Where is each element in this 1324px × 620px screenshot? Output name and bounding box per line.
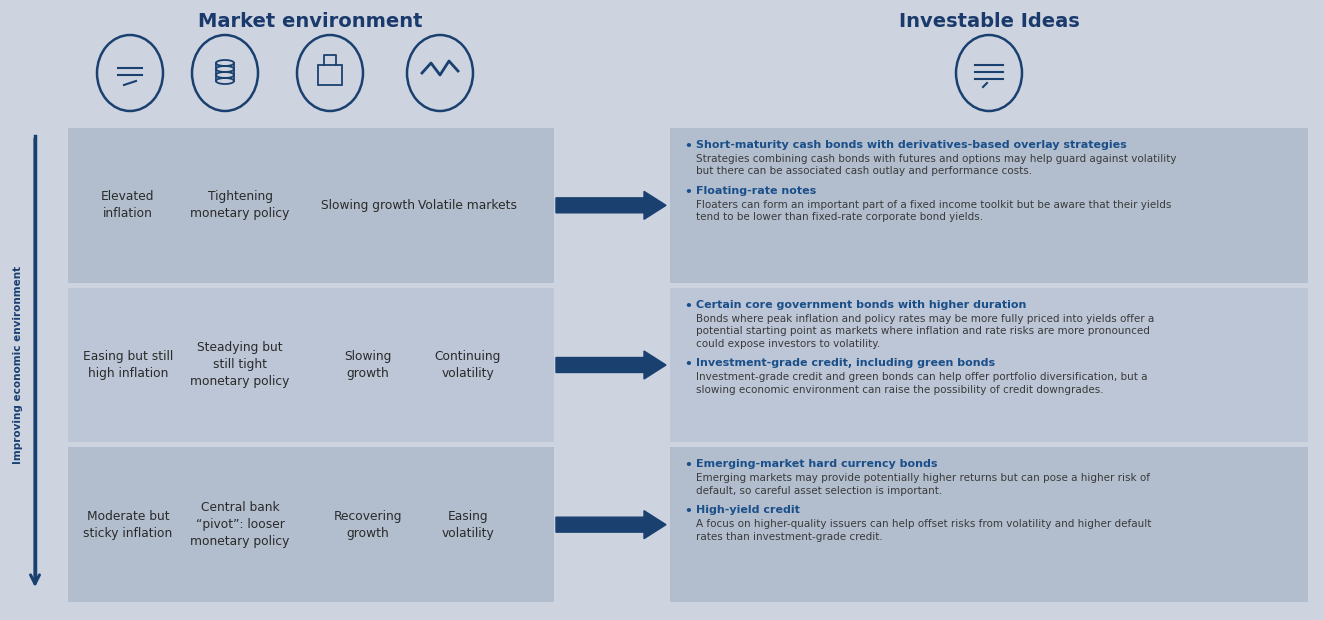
Bar	[670, 288, 1308, 442]
Text: tend to be lower than fixed-rate corporate bond yields.: tend to be lower than fixed-rate corpora…	[696, 213, 984, 223]
Text: but there can be associated cash outlay and performance costs.: but there can be associated cash outlay …	[696, 167, 1033, 177]
Text: Emerging markets may provide potentially higher returns but can pose a higher ri: Emerging markets may provide potentially…	[696, 473, 1151, 484]
Bar	[68, 288, 553, 442]
Text: Investment-grade credit and green bonds can help offer portfolio diversification: Investment-grade credit and green bonds …	[696, 372, 1148, 382]
Text: High-yield credit: High-yield credit	[696, 505, 800, 515]
Text: •: •	[685, 505, 692, 518]
Text: Short-maturity cash bonds with derivatives-based overlay strategies: Short-maturity cash bonds with derivativ…	[696, 140, 1127, 150]
Text: A focus on higher-quality issuers can help offset risks from volatility and high: A focus on higher-quality issuers can he…	[696, 520, 1152, 529]
Text: Market environment: Market environment	[197, 12, 422, 31]
Bar	[68, 448, 553, 602]
Text: •: •	[685, 299, 692, 312]
Text: Strategies combining cash bonds with futures and options may help guard against : Strategies combining cash bonds with fut…	[696, 154, 1177, 164]
Text: could expose investors to volatility.: could expose investors to volatility.	[696, 339, 880, 348]
Text: Easing but still
high inflation: Easing but still high inflation	[83, 350, 173, 380]
Text: Easing
volatility: Easing volatility	[442, 510, 494, 539]
Text: •: •	[685, 140, 692, 153]
Text: Floating-rate notes: Floating-rate notes	[696, 186, 817, 196]
Text: •: •	[685, 459, 692, 472]
Text: •: •	[685, 186, 692, 199]
Text: Floaters can form an important part of a fixed income toolkit but be aware that : Floaters can form an important part of a…	[696, 200, 1172, 210]
Text: potential starting point as markets where inflation and rate risks are more pron: potential starting point as markets wher…	[696, 326, 1149, 336]
Text: Investable Ideas: Investable Ideas	[899, 12, 1079, 31]
Text: Moderate but
sticky inflation: Moderate but sticky inflation	[83, 510, 172, 539]
Text: Continuing
volatility: Continuing volatility	[434, 350, 502, 380]
Text: Slowing
growth: Slowing growth	[344, 350, 392, 380]
Text: Certain core government bonds with higher duration: Certain core government bonds with highe…	[696, 299, 1026, 309]
Text: Elevated
inflation: Elevated inflation	[101, 190, 155, 220]
Text: Volatile markets: Volatile markets	[418, 199, 518, 212]
FancyArrow shape	[556, 192, 666, 219]
Text: Central bank
“pivot”: looser
monetary policy: Central bank “pivot”: looser monetary po…	[191, 501, 290, 548]
Bar	[670, 128, 1308, 283]
Text: Bonds where peak inflation and policy rates may be more fully priced into yields: Bonds where peak inflation and policy ra…	[696, 314, 1155, 324]
Text: rates than investment-grade credit.: rates than investment-grade credit.	[696, 532, 883, 542]
Bar	[68, 128, 553, 283]
Text: slowing economic environment can raise the possibility of credit downgrades.: slowing economic environment can raise t…	[696, 384, 1104, 395]
FancyArrow shape	[556, 351, 666, 379]
Text: Emerging-market hard currency bonds: Emerging-market hard currency bonds	[696, 459, 937, 469]
Bar	[670, 448, 1308, 602]
Text: Slowing growth: Slowing growth	[320, 199, 414, 212]
Text: Improving economic environment: Improving economic environment	[13, 266, 23, 464]
FancyArrow shape	[556, 511, 666, 539]
Text: Investment-grade credit, including green bonds: Investment-grade credit, including green…	[696, 358, 996, 368]
Text: default, so careful asset selection is important.: default, so careful asset selection is i…	[696, 486, 943, 496]
Bar	[318, 65, 342, 85]
Text: •: •	[685, 358, 692, 371]
Text: Tightening
monetary policy: Tightening monetary policy	[191, 190, 290, 220]
Text: Steadying but
still tight
monetary policy: Steadying but still tight monetary polic…	[191, 342, 290, 389]
Text: Recovering
growth: Recovering growth	[334, 510, 402, 539]
